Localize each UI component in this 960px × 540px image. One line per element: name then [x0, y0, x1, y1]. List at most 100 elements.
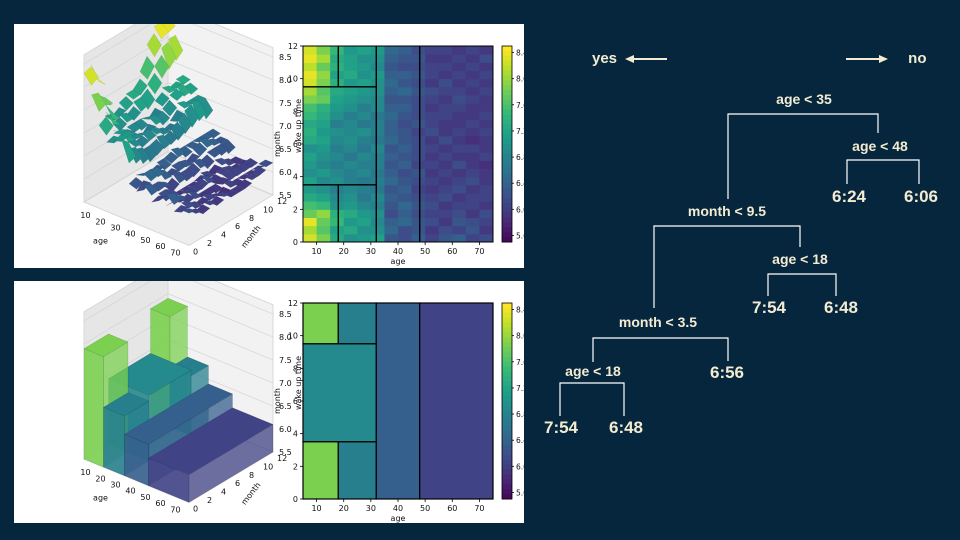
heatmap-cell	[343, 78, 358, 88]
heatmap-cell	[370, 217, 385, 227]
heatmap-cell	[384, 62, 399, 71]
heatmap-cell	[398, 135, 413, 145]
heatmap-cell	[438, 176, 453, 186]
heatmap-cell	[384, 103, 399, 112]
raw-surface-plot: 10203040506070age024681012month5.56.06.5…	[80, 3, 303, 257]
surface-facet	[199, 137, 215, 148]
colorbar-segment	[502, 193, 512, 199]
block-top	[123, 383, 234, 445]
heatmap-cell	[330, 70, 345, 80]
heatmap-cell	[479, 135, 494, 145]
heatmap-cell	[479, 176, 494, 186]
heatmap-cell	[425, 217, 440, 227]
heatmap-cell	[330, 127, 345, 137]
heatmap-cell	[452, 168, 467, 178]
heatmap-cell	[343, 54, 358, 63]
surface-facet	[177, 145, 193, 158]
heatmap-cell	[384, 119, 399, 129]
heatmap-cell	[465, 46, 480, 55]
x-tick-label: 10	[80, 468, 90, 477]
heatmap-cell	[357, 78, 372, 88]
heatmap-cell	[357, 233, 372, 243]
surface-facet	[214, 157, 230, 166]
colorbar-segment	[502, 207, 512, 214]
heatmap-cell	[303, 201, 318, 210]
colorbar-segment	[502, 396, 512, 402]
no-label: no	[908, 50, 927, 67]
heatmap-cell	[438, 184, 453, 194]
heatmap-cell	[330, 201, 345, 210]
surface-facet	[83, 66, 99, 86]
colorbar-segment	[502, 197, 512, 204]
heatmap-cell	[398, 225, 413, 235]
surface-facet	[175, 74, 191, 85]
colorbar-segment	[502, 222, 512, 228]
heatmap-cell	[438, 152, 453, 161]
prediction-surface-plot: 10203040506070age024681012month5.56.06.5…	[80, 260, 303, 514]
prediction-region	[419, 302, 494, 500]
heatmap-cell	[343, 70, 358, 80]
heatmap-cell	[438, 201, 453, 210]
heatmap-cell	[316, 119, 331, 129]
heatmap-cell	[303, 95, 318, 104]
heatmap-cell	[479, 152, 494, 161]
colorbar-segment	[502, 307, 512, 314]
heatmap-cell	[384, 233, 399, 243]
heatmap-cell	[316, 217, 331, 227]
heatmap-cell	[452, 135, 467, 145]
heatmap-cell	[370, 144, 385, 153]
heatmap-cell	[438, 95, 453, 104]
heatmap-cell	[370, 135, 385, 145]
colorbar-segment	[502, 114, 512, 120]
heatmap-cell	[452, 127, 467, 137]
heatmap-cell	[384, 152, 399, 161]
heatmap-cell	[303, 168, 318, 178]
x-tick-label: 40	[125, 230, 135, 239]
age18-split-lower: age < 18	[565, 363, 621, 379]
heatmap-cell	[357, 62, 372, 71]
heatmap-cell	[316, 111, 331, 120]
heatmap-cell	[479, 62, 494, 71]
heatmap-cell	[452, 152, 467, 161]
y-tick-label: 8	[293, 364, 298, 373]
heatmap-cell	[384, 209, 399, 218]
block-top	[102, 392, 150, 417]
age18-split-upper: age < 18	[772, 251, 828, 267]
heatmap-cell	[452, 193, 467, 202]
y-tick-label: 4	[221, 231, 226, 240]
colorbar-segment	[502, 237, 512, 243]
heatmap-cell	[384, 217, 399, 227]
heatmap-cell	[316, 176, 331, 186]
colorbar-segment	[502, 312, 512, 319]
surface-facet	[139, 55, 155, 80]
colorbar-segment	[502, 386, 512, 392]
heatmap-cell	[465, 78, 480, 88]
heatmap-cell	[425, 160, 440, 169]
surface-facet	[244, 172, 260, 181]
heatmap-cell	[465, 160, 480, 169]
right-arrow-icon	[846, 55, 888, 64]
z-tick-label: 7.0	[279, 379, 292, 388]
heatmap-cell	[398, 111, 413, 120]
heatmap-cell	[438, 86, 453, 96]
surface-facet	[206, 147, 222, 158]
heatmap-cell	[465, 144, 480, 153]
colorbar-segment	[502, 469, 512, 475]
heatmap-cell	[316, 103, 331, 112]
heatmap-cell	[425, 127, 440, 137]
surface-facet	[143, 169, 159, 182]
heatmap-cell	[425, 209, 440, 218]
colorbar-segment	[502, 148, 512, 155]
heatmap-cell	[479, 225, 494, 235]
heatmap-cell	[411, 233, 426, 243]
heatmap-cell	[438, 160, 453, 169]
z-tick-label: 5.5	[279, 191, 292, 200]
z-tick-label: 8.0	[279, 76, 292, 85]
heatmap-cell	[438, 127, 453, 137]
heatmap-cell	[411, 217, 426, 227]
heatmap-cell	[479, 201, 494, 210]
heatmap-cell	[384, 86, 399, 96]
prediction-heatmap: 10 20 30 40 50 60 70 age 0 2 4 6 8 10 12 month 5.6 6.0 6.4…	[273, 299, 528, 523]
heatmap-cell	[411, 135, 426, 145]
heatmap-cell	[357, 144, 372, 153]
